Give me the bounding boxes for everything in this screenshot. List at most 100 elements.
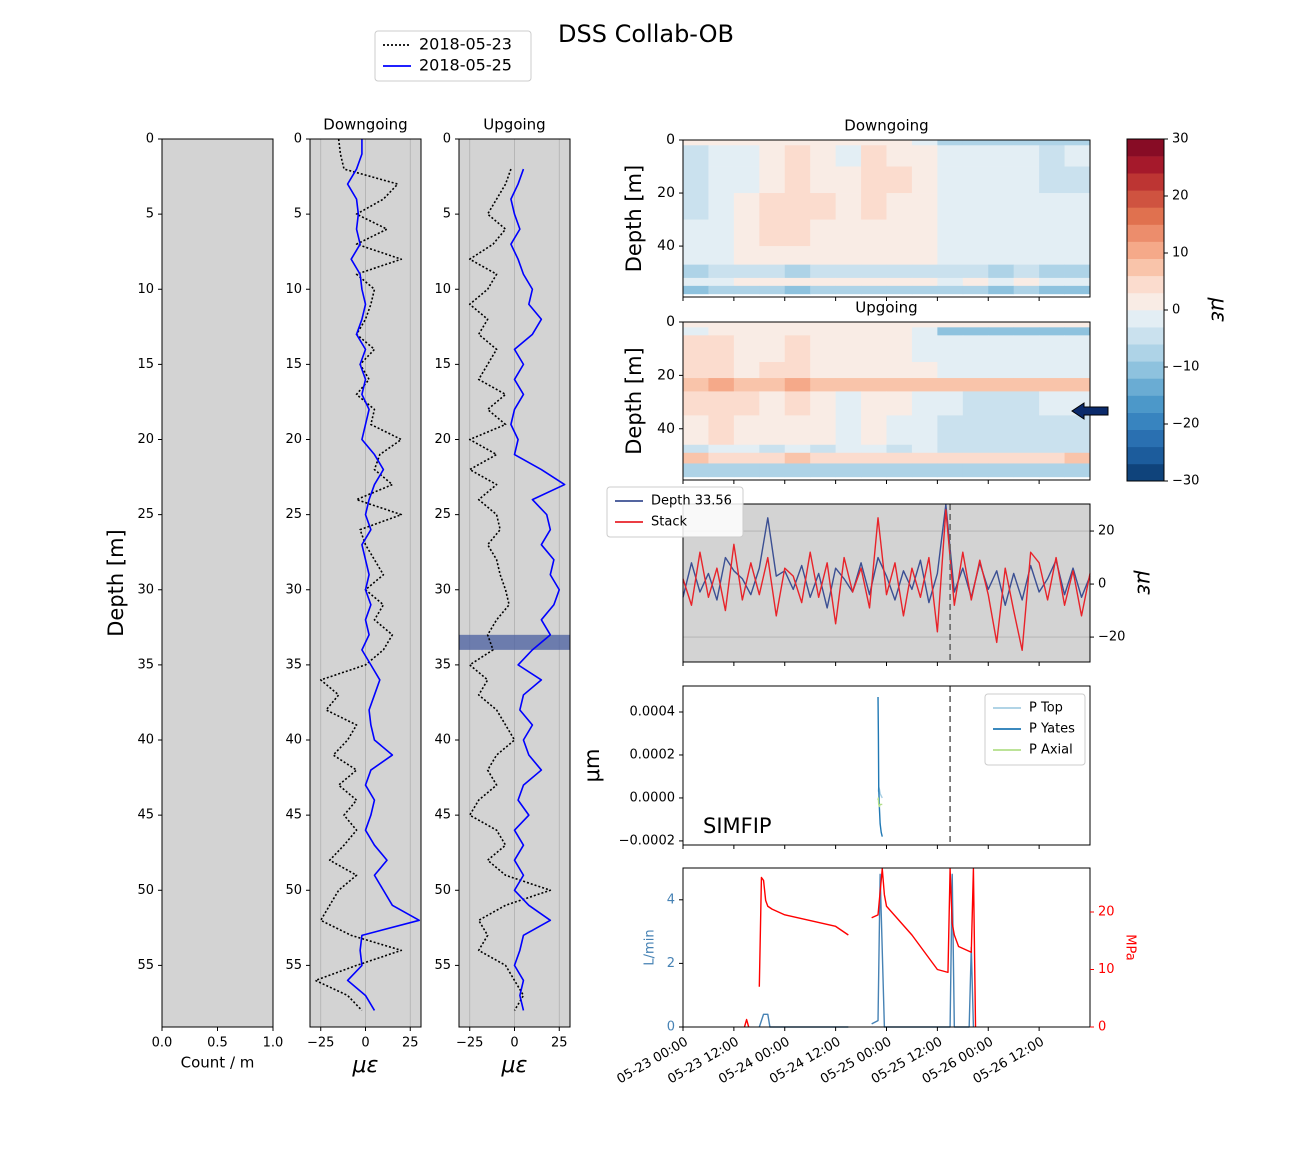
colorbar-label: με (1207, 297, 1231, 323)
y-tick-label: 2 (667, 956, 675, 971)
heat-cell (784, 140, 811, 146)
heat-cell (886, 335, 913, 363)
heat-cell (1039, 335, 1065, 363)
heat-cell (835, 463, 862, 478)
y-tick-label: 30 (285, 582, 302, 597)
heat-cell (937, 277, 964, 287)
heat-cell (937, 193, 964, 220)
heat-cell (962, 193, 989, 220)
heat-cell (759, 264, 786, 279)
heat-cell (1064, 335, 1091, 363)
y-tick-label: 55 (285, 958, 302, 973)
heat-cell (835, 362, 862, 379)
y-tick-label: 15 (434, 357, 451, 372)
y-tick-label: 30 (434, 582, 451, 597)
heat-cell (784, 246, 811, 266)
heat-cell (1013, 335, 1040, 363)
heat-cell (962, 277, 989, 287)
y-axis-label: L/min (643, 929, 658, 965)
y-tick-label: 20 (657, 367, 675, 383)
heat-cell (861, 452, 887, 464)
data-line (877, 797, 883, 808)
heat-cell (1064, 145, 1091, 167)
heat-cell (810, 145, 837, 167)
heat-cell (988, 145, 1015, 167)
heat-cell (861, 246, 887, 266)
colorbar-tick-label: −20 (1172, 417, 1199, 432)
heat-cell (886, 452, 913, 464)
heat-cell (810, 378, 837, 392)
heat-cell (708, 444, 735, 454)
heat-cell (861, 166, 887, 194)
y-tick-label: 45 (137, 808, 154, 823)
heat-cell (784, 264, 811, 279)
y-tick-label: 30 (137, 582, 154, 597)
heat-cell (1039, 166, 1065, 194)
heat-cell (962, 362, 989, 379)
heat-cell (733, 246, 760, 266)
heat-cell (988, 327, 1015, 336)
heat-cell (683, 140, 709, 146)
heat-cell (1013, 327, 1040, 336)
y-tick-label: 35 (434, 657, 451, 672)
y-tick-label: 20 (434, 432, 451, 447)
heat-cell (1064, 327, 1091, 336)
colorbar-level (1127, 412, 1164, 430)
heat-cell (810, 452, 837, 464)
heat-cell (1013, 246, 1040, 266)
heat-cell (708, 285, 735, 295)
heat-cell (911, 285, 938, 295)
heat-cell (1013, 391, 1040, 416)
heat-cell (835, 444, 862, 454)
heat-cell (1013, 452, 1040, 464)
heat-cell (861, 415, 887, 446)
heat-cell (784, 378, 811, 392)
x-axis-label: Count / m (181, 1054, 255, 1072)
colorbar-level (1127, 378, 1164, 396)
heat-cell (1013, 264, 1040, 279)
heat-cell (733, 362, 760, 379)
y2-tick-label: 0 (1098, 577, 1106, 592)
heat-cell (683, 444, 709, 454)
heat-cell (886, 166, 913, 194)
heat-cell (1039, 140, 1065, 146)
data-line (871, 873, 975, 1028)
heat-cell (1039, 452, 1065, 464)
data-line (468, 168, 552, 1011)
heat-cell (810, 277, 837, 287)
heat-cell (733, 277, 760, 287)
heat-cell (911, 264, 938, 279)
heat-cell (962, 246, 989, 266)
heat-cell (962, 391, 989, 416)
heat-cell (708, 335, 735, 363)
heat-cell (1039, 415, 1065, 446)
heat-cell (937, 362, 964, 379)
heat-cell (784, 277, 811, 287)
heat-cell (708, 277, 735, 287)
colorbar-level (1127, 173, 1164, 191)
y-tick-label: 0.0002 (630, 747, 676, 762)
heat-cell (911, 444, 938, 454)
heat-cell (835, 335, 862, 363)
heat-cell (1064, 378, 1091, 392)
heat-cell (937, 452, 964, 464)
heat-cell (988, 264, 1015, 279)
data-line (877, 696, 883, 837)
depth-highlight (459, 634, 570, 650)
heat-cell (835, 285, 862, 295)
heat-cell (683, 327, 709, 336)
plot-area (162, 139, 273, 1027)
heat-cell (861, 140, 887, 146)
x-axis-label: με (352, 1053, 379, 1078)
heat-cell (988, 362, 1015, 379)
heat-cell (708, 145, 735, 167)
heat-cell (784, 322, 811, 328)
heat-cell (708, 246, 735, 266)
heat-cell (937, 246, 964, 266)
heat-cell (886, 391, 913, 416)
heat-cell (683, 246, 709, 266)
heat-cell (1064, 362, 1091, 379)
heat-cell (683, 145, 709, 167)
